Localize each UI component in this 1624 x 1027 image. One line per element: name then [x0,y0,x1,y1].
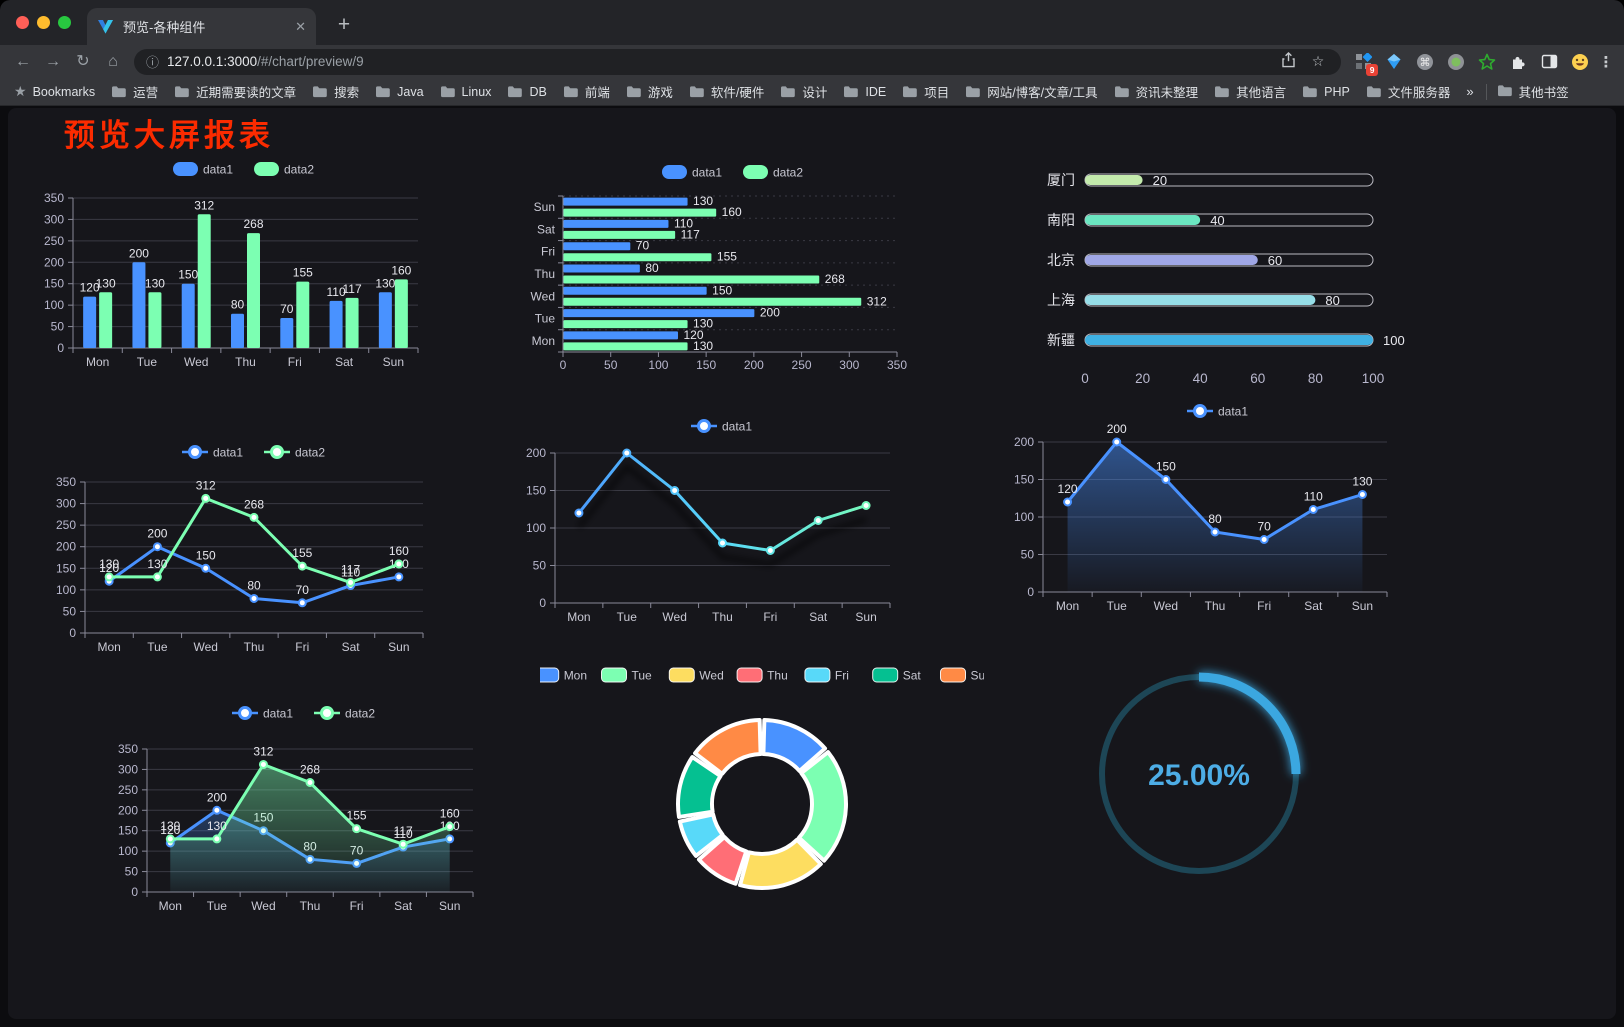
side-panel-icon[interactable] [1537,50,1561,74]
bookmark-folder[interactable]: 项目 [902,82,949,101]
close-window-button[interactable] [16,16,29,29]
tab-title: 预览-各种组件 [123,20,206,35]
folder-icon [440,86,455,98]
new-tab-button[interactable]: + [337,13,351,36]
bookmark-folder[interactable]: 游戏 [626,82,673,101]
bookmark-folder[interactable]: 文件服务器 [1366,82,1450,101]
address-bar[interactable]: ⓘ 127.0.0.1:3000/#/chart/preview/9 ☆ [134,48,1341,75]
bookmark-folder[interactable]: 软件/硬件 [689,82,764,101]
url-host: 127.0.0.1:3000 [167,54,258,69]
folder-icon [563,86,578,98]
folder-icon [1497,84,1512,96]
other-bookmarks-folder[interactable]: 其他书签 [1497,82,1569,101]
bookmarks-separator [1485,83,1487,100]
bookmark-folder[interactable]: DB [507,85,547,99]
emoji-extension-icon[interactable] [1568,50,1592,74]
share-icon[interactable] [1277,52,1299,71]
minimize-window-button[interactable] [37,16,50,29]
bookmark-folder[interactable]: 前端 [563,82,610,101]
bookmarks-root[interactable]: ★ Bookmarks [14,83,95,100]
bookmark-folder[interactable]: 搜索 [312,82,359,101]
gem-extension-icon[interactable] [1382,50,1406,74]
bookmark-folder[interactable]: Java [375,85,424,99]
url-path: /#/chart/preview/9 [257,54,364,69]
bookmark-folder[interactable]: 资讯未整理 [1114,82,1198,101]
page-title: 预览大屏报表 [64,118,274,153]
extensions-area: 9 ⌘ [1347,50,1596,76]
url-text: 127.0.0.1:3000/#/chart/preview/9 [167,54,1269,69]
folder-icon [1303,86,1317,98]
reload-icon[interactable]: ↻ [76,52,90,70]
folder-icon [1114,86,1129,98]
bookmark-folder[interactable]: Linux [440,85,491,99]
browser-toolbar: ← → ↻ ⌂ ⓘ 127.0.0.1:3000/#/chart/preview… [0,45,1624,78]
record-extension-icon[interactable] [1444,50,1468,74]
bookmark-folder[interactable]: 运营 [111,82,158,101]
folder-icon [966,86,981,98]
browser-menu-icon[interactable]: ⋮ [1598,53,1614,71]
folder-icon [508,86,523,98]
folder-icon [313,86,327,98]
site-info-icon[interactable]: ⓘ [146,55,160,70]
folder-icon [175,86,189,98]
folder-icon [626,86,641,98]
grid-extension-icon[interactable]: 9 [1351,50,1378,76]
bookmarks-star-icon: ★ [14,83,27,99]
traffic-lights [16,16,71,29]
bookmark-folder[interactable]: 近期需要读的文章 [174,82,296,101]
folder-icon [1215,86,1229,98]
home-icon[interactable]: ⌂ [108,52,118,70]
dashboard-content [8,108,1616,1019]
forward-icon[interactable]: → [45,52,61,70]
folder-icon [376,86,390,98]
puzzle-icon[interactable] [1506,50,1530,74]
command-extension-icon[interactable]: ⌘ [1413,50,1437,74]
bookmark-star-icon[interactable]: ☆ [1311,53,1325,69]
folder-icon [112,86,126,98]
tab-close-icon[interactable]: ✕ [295,18,306,34]
green-star-extension-icon[interactable] [1475,50,1499,74]
svg-text:⌘: ⌘ [1420,56,1431,69]
tab-favicon-icon [98,20,113,34]
folder-icon [903,86,917,98]
folder-icon [1366,86,1381,98]
tab-strip: 预览-各种组件 ✕ + [0,0,1624,45]
other-bookmarks-label: 其他书签 [1518,86,1569,100]
bookmarks-overflow-icon[interactable]: » [1466,84,1474,99]
folder-icon [781,86,796,98]
bookmark-folder[interactable]: PHP [1302,85,1350,99]
browser-tab[interactable]: 预览-各种组件 ✕ [87,8,316,45]
bookmark-folder[interactable]: 网站/博客/文章/工具 [965,82,1098,101]
extension-badge: 9 [1366,63,1378,76]
folder-icon [689,86,704,98]
bookmark-folder[interactable]: 设计 [780,82,827,101]
folder-icon [844,86,859,98]
zoom-window-button[interactable] [58,16,71,29]
bookmarks-label: Bookmarks [32,84,96,99]
back-icon[interactable]: ← [15,52,31,70]
bookmarks-bar: ★ Bookmarks 运营 近期需要读的文章 搜索 Java Linux DB 前端 游戏软… [0,78,1624,106]
bookmark-folder[interactable]: IDE [843,85,886,99]
bookmark-folder[interactable]: 其他语言 [1214,82,1286,101]
